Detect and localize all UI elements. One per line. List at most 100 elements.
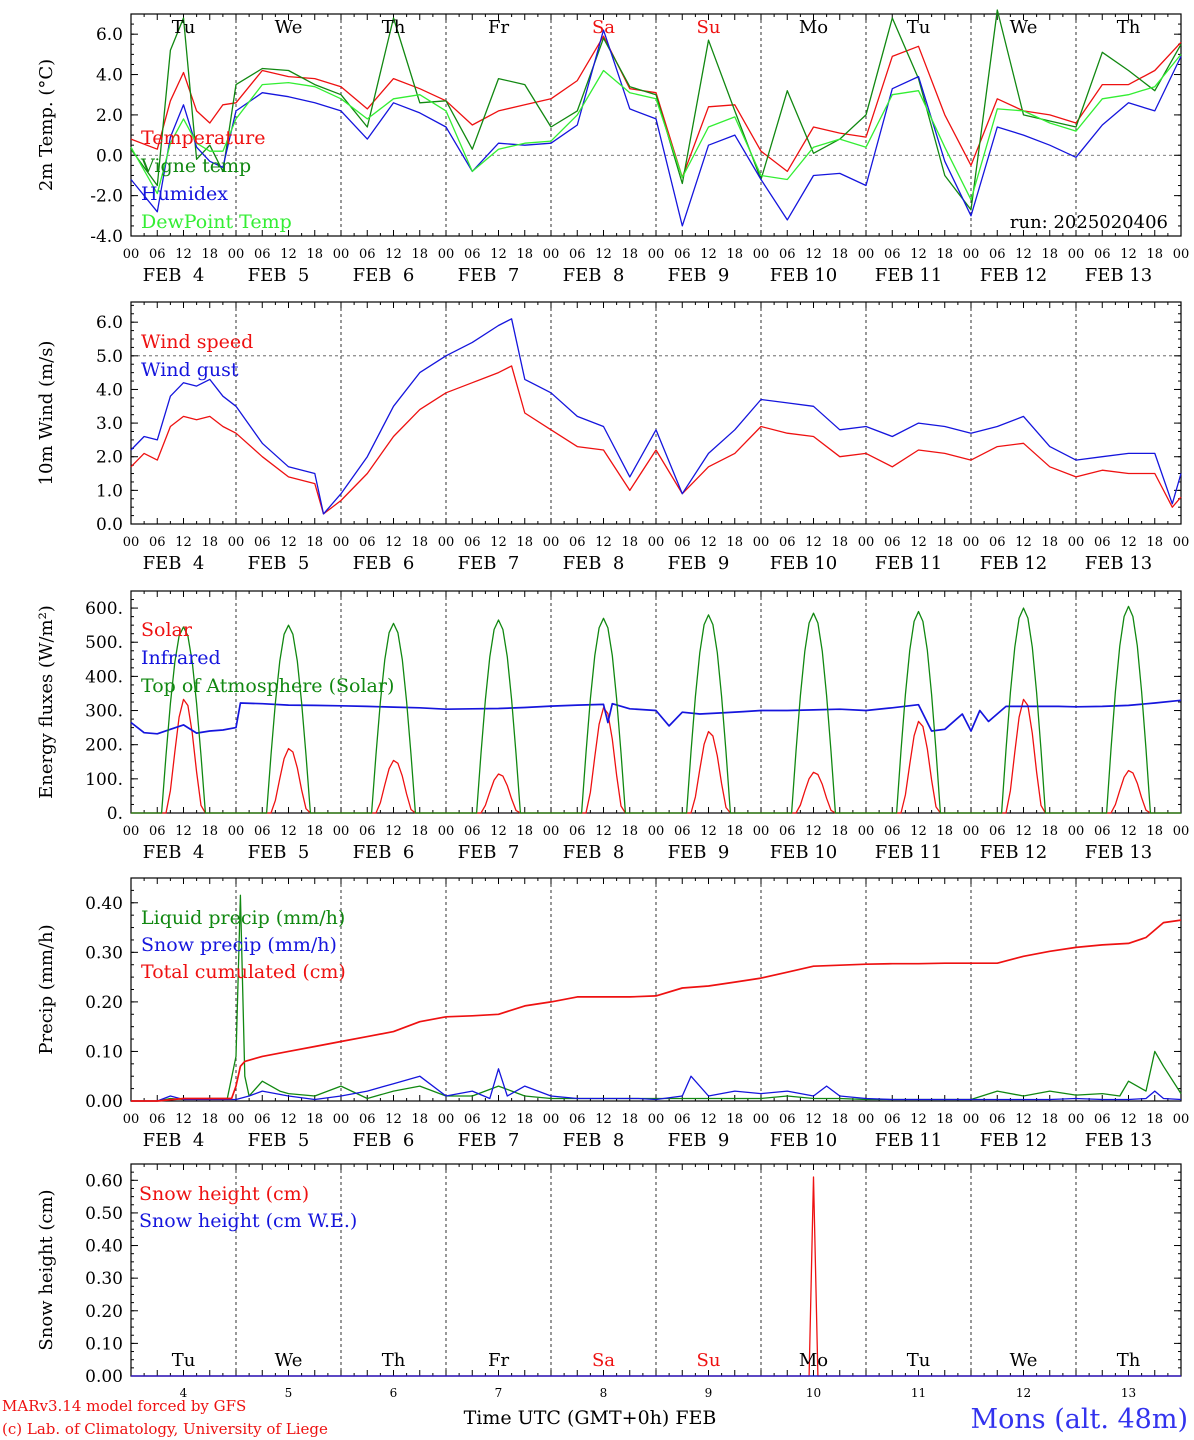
hour-tick-label: 18 <box>936 824 953 839</box>
hour-tick-label: 00 <box>753 535 770 550</box>
hour-tick-label: 06 <box>674 535 691 550</box>
y-tick-label: 300. <box>85 702 123 722</box>
y-axis-label: Snow height (cm) <box>36 1189 57 1350</box>
y-tick-label: 3.0 <box>96 414 123 434</box>
day-number-label: 9 <box>705 1386 713 1400</box>
y-tick-label: 0.40 <box>85 1237 123 1257</box>
hour-tick-label: 12 <box>175 824 192 839</box>
copyright-credit: (c) Lab. of Climatology, University of L… <box>2 1420 328 1438</box>
hour-tick-label: 18 <box>411 535 428 550</box>
date-label: FEB 8 <box>563 265 625 286</box>
date-label: FEB 6 <box>353 553 415 574</box>
date-label: FEB 6 <box>353 1130 415 1151</box>
y-tick-label: 600. <box>85 599 123 619</box>
hour-tick-label: 00 <box>1173 247 1190 262</box>
run-label: run: 2025020406 <box>1010 212 1168 233</box>
legend-entry: Solar <box>141 619 193 641</box>
hour-tick-label: 18 <box>516 824 533 839</box>
hour-tick-label: 06 <box>989 1112 1006 1127</box>
hour-tick-label: 00 <box>648 1112 665 1127</box>
y-tick-label: 0.40 <box>85 894 123 914</box>
weekday-label: Mo <box>799 17 828 38</box>
day-number-label: 6 <box>390 1386 398 1400</box>
date-label: FEB 9 <box>668 1130 730 1151</box>
hour-tick-label: 06 <box>779 1112 796 1127</box>
y-tick-label: 0.10 <box>85 1334 123 1354</box>
date-label: FEB 5 <box>248 265 310 286</box>
y-tick-label: 0.0 <box>96 515 123 535</box>
hour-tick-label: 12 <box>175 247 192 262</box>
legend-entry: Wind gust <box>141 359 239 381</box>
y-tick-label: 0. <box>107 804 123 824</box>
legend-entry: Snow height (cm) <box>139 1183 309 1205</box>
y-axis-label: 10m Wind (m/s) <box>36 341 57 486</box>
date-label: FEB 12 <box>980 553 1047 574</box>
hour-tick-label: 18 <box>1041 824 1058 839</box>
series-line-total-cumulated-cm <box>131 919 1182 1102</box>
hour-tick-label: 06 <box>569 247 586 262</box>
hour-tick-label: 18 <box>516 535 533 550</box>
date-label: FEB 5 <box>248 1130 310 1151</box>
date-label: FEB 7 <box>458 265 520 286</box>
hour-tick-label: 00 <box>963 1112 980 1127</box>
hour-tick-label: 12 <box>1015 247 1032 262</box>
hour-tick-label: 12 <box>595 1112 612 1127</box>
y-tick-label: 0.00 <box>85 1367 123 1387</box>
y-axis-label: 2m Temp. (°C) <box>36 59 57 191</box>
hour-tick-label: 12 <box>910 247 927 262</box>
hour-tick-label: 06 <box>884 247 901 262</box>
hour-tick-label: 06 <box>1094 535 1111 550</box>
weekday-label: Fr <box>488 1350 509 1371</box>
hour-tick-label: 06 <box>884 824 901 839</box>
y-tick-label: 0.30 <box>85 1269 123 1289</box>
hour-tick-label: 06 <box>779 824 796 839</box>
hour-tick-label: 00 <box>333 247 350 262</box>
weekday-label: We <box>1010 17 1038 38</box>
legend-entry: Top of Atmosphere (Solar) <box>141 675 394 697</box>
hour-tick-label: 18 <box>1146 824 1163 839</box>
y-tick-label: 2.0 <box>96 106 123 126</box>
hour-tick-label: 12 <box>280 247 297 262</box>
series-line-wind-speed <box>130 365 1182 515</box>
date-label: FEB 10 <box>770 265 837 286</box>
weekday-label: Sa <box>592 1350 615 1371</box>
hour-tick-label: 18 <box>411 247 428 262</box>
hour-tick-label: 00 <box>963 535 980 550</box>
hour-tick-label: 00 <box>123 247 140 262</box>
hour-tick-label: 06 <box>464 824 481 839</box>
date-label: FEB 10 <box>770 1130 837 1151</box>
hour-tick-label: 00 <box>1173 535 1190 550</box>
hour-tick-label: 00 <box>228 1112 245 1127</box>
hour-tick-label: 12 <box>280 824 297 839</box>
hour-tick-label: 00 <box>123 824 140 839</box>
hour-tick-label: 06 <box>884 535 901 550</box>
hour-tick-label: 00 <box>963 247 980 262</box>
legend-entry: Vigne temp <box>140 155 251 177</box>
hour-tick-label: 12 <box>385 824 402 839</box>
legend-entry: Wind speed <box>141 331 253 353</box>
hour-tick-label: 06 <box>569 535 586 550</box>
date-label: FEB 13 <box>1085 842 1152 863</box>
hour-tick-label: 00 <box>1068 824 1085 839</box>
hour-tick-label: 06 <box>674 1112 691 1127</box>
hour-tick-label: 06 <box>1094 1112 1111 1127</box>
hour-tick-label: 06 <box>254 535 271 550</box>
hour-tick-label: 00 <box>228 824 245 839</box>
date-label: FEB 12 <box>980 1130 1047 1151</box>
hour-tick-label: 12 <box>1120 247 1137 262</box>
location-title: Mons (alt. 48m) <box>970 1404 1188 1435</box>
hour-tick-label: 12 <box>490 1112 507 1127</box>
date-label: FEB 8 <box>563 1130 625 1151</box>
date-label: FEB 6 <box>353 842 415 863</box>
hour-tick-label: 18 <box>726 1112 743 1127</box>
y-tick-label: 0.50 <box>85 1204 123 1224</box>
hour-tick-label: 12 <box>805 1112 822 1127</box>
weekday-label: Th <box>1117 1350 1141 1371</box>
hour-tick-label: 00 <box>963 824 980 839</box>
hour-tick-label: 12 <box>700 247 717 262</box>
y-tick-label: -2.0 <box>90 187 123 207</box>
date-label: FEB 13 <box>1085 553 1152 574</box>
hour-tick-label: 18 <box>621 247 638 262</box>
y-tick-label: 400. <box>85 667 123 687</box>
x-axis-title: Time UTC (GMT+0h) FEB <box>464 1407 717 1429</box>
